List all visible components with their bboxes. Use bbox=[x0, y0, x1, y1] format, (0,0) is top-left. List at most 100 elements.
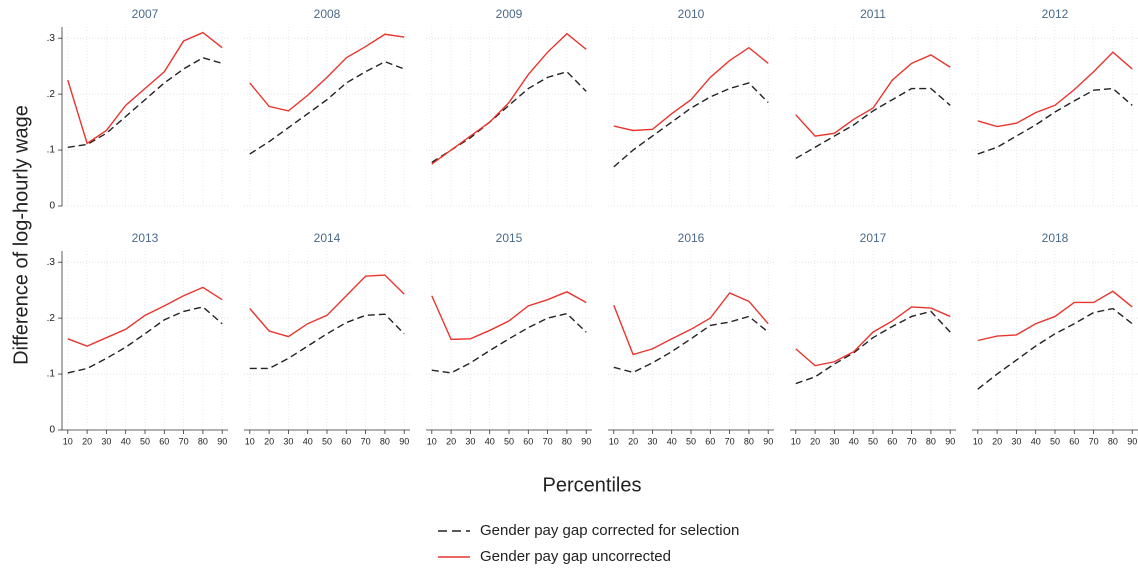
x-tick-label: 80 bbox=[744, 436, 754, 446]
series-line bbox=[977, 290, 1133, 342]
series-line bbox=[67, 31, 223, 145]
series-line bbox=[249, 274, 405, 338]
series-line bbox=[795, 306, 951, 367]
x-tick-label: 90 bbox=[763, 436, 773, 446]
legend-label: Gender pay gap corrected for selection bbox=[480, 522, 739, 539]
x-tick-label: 50 bbox=[868, 436, 878, 446]
x-axis-label: Percentiles bbox=[543, 474, 642, 496]
series-line bbox=[795, 310, 951, 385]
x-tick-label: 50 bbox=[140, 436, 150, 446]
series-line bbox=[977, 51, 1133, 128]
series-line bbox=[977, 87, 1133, 155]
y-tick-label: .2 bbox=[47, 89, 56, 100]
x-tick-label: 70 bbox=[543, 436, 553, 446]
x-tick-label: 70 bbox=[361, 436, 371, 446]
series-line bbox=[613, 46, 769, 132]
series-line bbox=[613, 82, 769, 168]
panel-title: 2007 bbox=[132, 7, 159, 21]
x-tick-label: 90 bbox=[581, 436, 591, 446]
x-tick-label: 30 bbox=[647, 436, 657, 446]
x-tick-label: 90 bbox=[1127, 436, 1137, 446]
x-tick-label: 60 bbox=[159, 436, 169, 446]
y-tick-label: 0 bbox=[49, 201, 55, 212]
x-tick-label: 50 bbox=[504, 436, 514, 446]
x-tick-label: 70 bbox=[179, 436, 189, 446]
y-tick-label: 0 bbox=[49, 425, 55, 436]
x-tick-label: 70 bbox=[1089, 436, 1099, 446]
x-tick-label: 50 bbox=[322, 436, 332, 446]
panel-title: 2015 bbox=[496, 231, 523, 245]
panel-title: 2012 bbox=[1042, 7, 1069, 21]
x-tick-label: 90 bbox=[217, 436, 227, 446]
x-tick-label: 40 bbox=[121, 436, 131, 446]
series-line bbox=[431, 70, 587, 163]
x-tick-label: 10 bbox=[63, 436, 73, 446]
series-line bbox=[431, 312, 587, 374]
panel-title: 2014 bbox=[314, 231, 341, 245]
x-tick-label: 30 bbox=[829, 436, 839, 446]
panel-title: 2017 bbox=[860, 231, 887, 245]
panel-title: 2008 bbox=[314, 7, 341, 21]
series-line bbox=[431, 291, 587, 341]
x-tick-label: 80 bbox=[562, 436, 572, 446]
x-tick-label: 70 bbox=[725, 436, 735, 446]
y-tick-label: .1 bbox=[47, 369, 56, 380]
series-line bbox=[431, 32, 587, 165]
x-tick-label: 20 bbox=[264, 436, 274, 446]
series-line bbox=[249, 33, 405, 112]
x-tick-label: 30 bbox=[101, 436, 111, 446]
x-tick-label: 30 bbox=[1011, 436, 1021, 446]
legend-label: Gender pay gap uncorrected bbox=[480, 548, 671, 565]
y-axis-label: Difference of log-hourly wage bbox=[10, 105, 32, 365]
x-tick-label: 40 bbox=[303, 436, 313, 446]
panel-title: 2010 bbox=[678, 7, 705, 21]
series-line bbox=[613, 315, 769, 374]
x-tick-label: 50 bbox=[1050, 436, 1060, 446]
x-tick-label: 40 bbox=[485, 436, 495, 446]
x-tick-label: 40 bbox=[667, 436, 677, 446]
x-tick-label: 20 bbox=[992, 436, 1002, 446]
x-tick-label: 70 bbox=[907, 436, 917, 446]
x-tick-label: 10 bbox=[245, 436, 255, 446]
series-line bbox=[795, 54, 951, 137]
y-tick-label: .1 bbox=[47, 145, 56, 156]
series-line bbox=[249, 313, 405, 370]
x-tick-label: 20 bbox=[82, 436, 92, 446]
series-line bbox=[67, 57, 223, 148]
x-tick-label: 60 bbox=[705, 436, 715, 446]
x-tick-label: 10 bbox=[973, 436, 983, 446]
x-tick-label: 80 bbox=[198, 436, 208, 446]
x-tick-label: 60 bbox=[1069, 436, 1079, 446]
x-tick-label: 30 bbox=[283, 436, 293, 446]
x-tick-label: 80 bbox=[926, 436, 936, 446]
x-tick-label: 10 bbox=[427, 436, 437, 446]
panel-title: 2018 bbox=[1042, 231, 1069, 245]
series-line bbox=[67, 306, 223, 374]
x-tick-label: 20 bbox=[446, 436, 456, 446]
x-tick-label: 80 bbox=[1108, 436, 1118, 446]
panel-title: 2013 bbox=[132, 231, 159, 245]
panel-title: 2016 bbox=[678, 231, 705, 245]
x-tick-label: 60 bbox=[341, 436, 351, 446]
x-tick-label: 50 bbox=[686, 436, 696, 446]
x-tick-label: 30 bbox=[465, 436, 475, 446]
x-tick-label: 90 bbox=[945, 436, 955, 446]
panel-title: 2011 bbox=[860, 7, 886, 21]
x-tick-label: 90 bbox=[399, 436, 409, 446]
panel-title: 2009 bbox=[496, 7, 523, 21]
series-line bbox=[67, 286, 223, 347]
x-tick-label: 60 bbox=[523, 436, 533, 446]
x-tick-label: 80 bbox=[380, 436, 390, 446]
y-tick-label: .2 bbox=[47, 313, 56, 324]
series-line bbox=[249, 60, 405, 155]
series-line bbox=[795, 87, 951, 160]
x-tick-label: 60 bbox=[887, 436, 897, 446]
x-tick-label: 20 bbox=[810, 436, 820, 446]
series-line bbox=[613, 292, 769, 356]
y-tick-label: .3 bbox=[47, 33, 56, 44]
x-tick-label: 20 bbox=[628, 436, 638, 446]
x-tick-label: 10 bbox=[791, 436, 801, 446]
y-tick-label: .3 bbox=[47, 257, 56, 268]
x-tick-label: 40 bbox=[1031, 436, 1041, 446]
